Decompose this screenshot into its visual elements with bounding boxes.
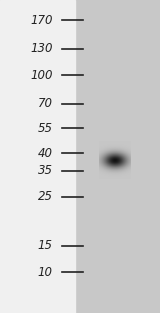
Text: 25: 25 [38,190,53,203]
Text: 70: 70 [38,97,53,110]
Text: 35: 35 [38,164,53,177]
Text: 130: 130 [30,42,53,55]
Text: 10: 10 [38,266,53,279]
Bar [0,0,75,313]
Text: 55: 55 [38,122,53,135]
Text: 15: 15 [38,239,53,252]
Text: 100: 100 [30,69,53,82]
Text: 170: 170 [30,14,53,27]
Text: 40: 40 [38,147,53,160]
